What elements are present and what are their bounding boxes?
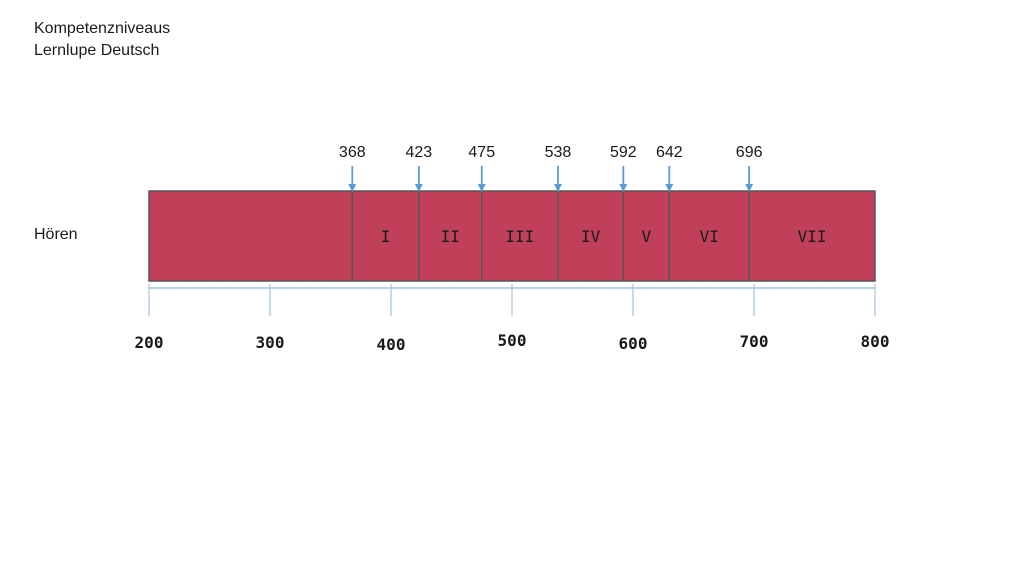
level-label: I	[381, 227, 391, 246]
tick-label: 700	[740, 332, 769, 351]
level-label: V	[641, 227, 651, 246]
diagram-title: Kompetenzniveaus Lernlupe Deutsch	[34, 18, 170, 62]
level-label: VII	[798, 227, 827, 246]
tick-label: 500	[498, 331, 527, 350]
threshold-arrow-head	[414, 184, 423, 192]
threshold-label: 538	[545, 144, 572, 161]
tick-label: 200	[135, 333, 164, 352]
level-label: IV	[581, 227, 601, 246]
threshold-label: 368	[339, 144, 366, 161]
threshold-arrow-head	[477, 184, 486, 192]
tick-label: 600	[619, 334, 648, 353]
threshold-arrow-head	[745, 184, 754, 192]
tick-label: 800	[861, 332, 890, 351]
threshold-arrow-head	[348, 184, 357, 192]
axis-layer: 200 300 400 500 600 700 800	[135, 284, 890, 354]
threshold-label: 475	[468, 144, 495, 161]
level-label: III	[505, 227, 534, 246]
scale-bar	[148, 190, 876, 282]
threshold-label: 642	[656, 144, 683, 161]
title-line-1: Kompetenzniveaus	[34, 20, 171, 37]
tick-label: 400	[377, 335, 406, 354]
tick-label: 300	[256, 333, 285, 352]
threshold-label: 696	[736, 144, 763, 161]
level-label: II	[441, 227, 460, 246]
threshold-arrow-head	[553, 184, 562, 192]
level-label: VI	[700, 227, 719, 246]
threshold-label: 423	[405, 144, 432, 161]
threshold-arrow-head	[619, 184, 628, 192]
row-label-hoeren: Hören	[34, 226, 78, 243]
bar-layer: I II III IV V VI VII	[148, 190, 876, 282]
threshold-label: 592	[610, 144, 637, 161]
title-line-2: Lernlupe Deutsch	[34, 42, 160, 59]
threshold-layer: 368 423 475 538 592 642 696	[339, 144, 763, 192]
threshold-arrow-head	[665, 184, 674, 192]
